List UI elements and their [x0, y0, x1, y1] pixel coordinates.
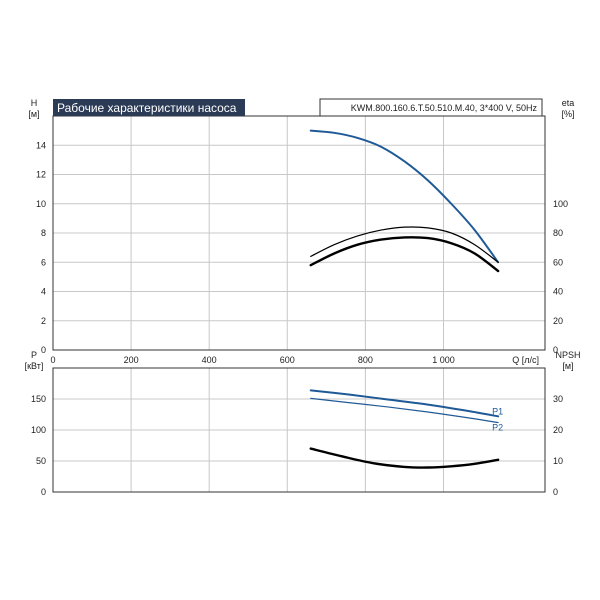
y-right-tick-label: 20 — [553, 316, 563, 326]
y-right-axis-label: eta — [562, 98, 575, 108]
x-axis-label: Q [л/с] — [512, 355, 539, 365]
y-left-tick-label: 6 — [41, 257, 46, 267]
series-line-p1 — [309, 389, 500, 418]
y-right-axis-label: NPSH — [555, 350, 580, 360]
x-tick-label: 1 000 — [432, 355, 455, 365]
y-right-tick-label: 0 — [553, 487, 558, 497]
y-left-tick-label: 0 — [41, 345, 46, 355]
y-right-tick-label: 60 — [553, 257, 563, 267]
y-right-tick-label: 80 — [553, 228, 563, 238]
title-box — [53, 99, 245, 116]
y-right-tick-label: 0 — [553, 345, 558, 355]
y-right-axis-unit: [%] — [561, 109, 574, 119]
y-left-axis-label: H — [31, 98, 38, 108]
y-right-tick-label: 10 — [553, 456, 563, 466]
y-left-tick-label: 0 — [41, 487, 46, 497]
y-right-axis-unit: [м] — [562, 361, 573, 371]
x-tick-label: 0 — [50, 355, 55, 365]
y-right-tick-label: 20 — [553, 425, 563, 435]
y-left-tick-label: 8 — [41, 228, 46, 238]
model-label: KWM.800.160.6.T.50.510.M.40, 3*400 V, 50… — [351, 103, 538, 113]
x-tick-label: 800 — [358, 355, 373, 365]
y-left-axis-label: P — [31, 350, 37, 360]
y-left-tick-label: 100 — [31, 425, 46, 435]
y-left-axis-unit: [кВт] — [25, 361, 44, 371]
y-left-tick-label: 2 — [41, 316, 46, 326]
model-box — [319, 98, 543, 117]
x-tick-label: 400 — [202, 355, 217, 365]
head-efficiency-panel: 0 2 4 6 8 10 12 14 0 20 40 60 80 100 H[м] eta[%] 0 200 400… — [28, 98, 574, 365]
y-right-tick-label: 30 — [553, 394, 563, 404]
y-right-tick-label: 40 — [553, 287, 563, 297]
y-left-tick-label: 150 — [31, 394, 46, 404]
y-left-tick-label: 12 — [36, 170, 46, 180]
x-tick-label: 200 — [124, 355, 139, 365]
y-left-tick-label: 10 — [36, 199, 46, 209]
series-label: P2 — [492, 423, 503, 433]
x-tick-label: 600 — [280, 355, 295, 365]
y-left-tick-label: 4 — [41, 287, 46, 297]
power-npsh-panel: 0 50 100 150 0 10 20 30 P[кВт] NPSH[м] P1 P2 — [25, 350, 581, 497]
chart-title: Рабочие характеристики насоса — [57, 101, 237, 115]
plot-frame — [52, 115, 546, 351]
y-left-tick-label: 50 — [36, 456, 46, 466]
y-right-tick-label: 100 — [553, 199, 568, 209]
plot-frame — [52, 367, 546, 493]
y-left-tick-label: 14 — [36, 140, 46, 150]
series-line-p2 — [310, 397, 499, 424]
series-line-0-2 — [309, 236, 500, 273]
series-line-0-0 — [309, 129, 500, 264]
series-line-1-2 — [309, 447, 500, 469]
y-left-axis-unit: [м] — [28, 109, 39, 119]
series-line-0-1 — [310, 226, 499, 263]
series-label: P1 — [492, 406, 503, 416]
